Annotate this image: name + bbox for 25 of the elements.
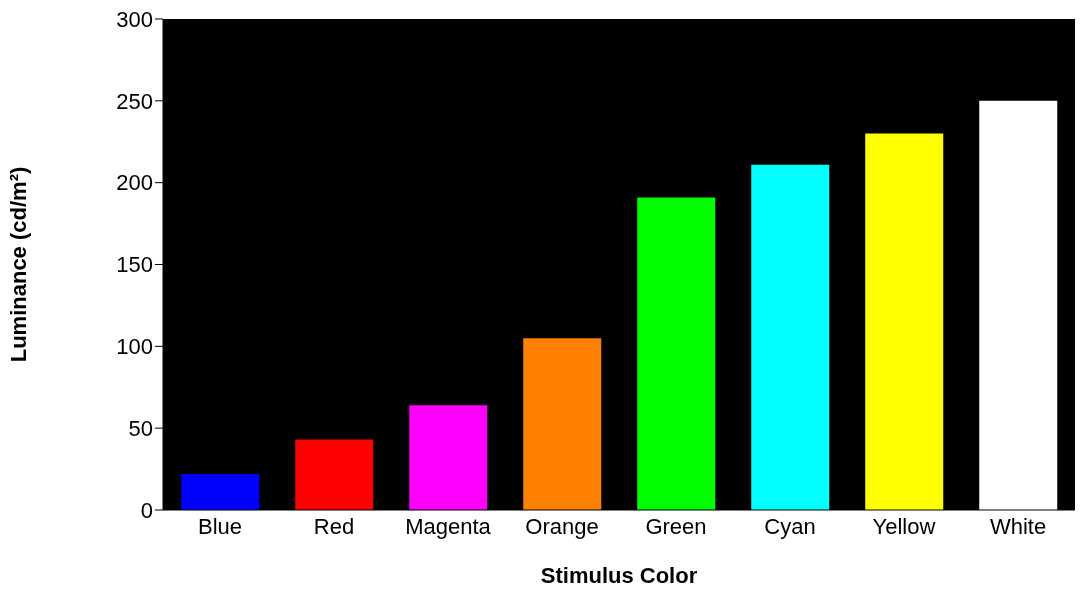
bar [865, 133, 944, 510]
x-tick-label: White [989, 513, 1047, 539]
y-tick-label: 0 [140, 497, 153, 523]
y-tick-label: 250 [116, 88, 153, 114]
x-tick-label: Green [645, 513, 707, 539]
bar [409, 405, 488, 510]
bar [181, 473, 260, 510]
bar [751, 164, 830, 510]
x-tick-label: Yellow [872, 513, 936, 539]
bar [523, 338, 602, 510]
bar [637, 197, 716, 510]
x-axis-title: Stimulus Color [540, 563, 698, 588]
y-tick-label: 200 [116, 170, 153, 196]
bar [295, 439, 374, 510]
x-tick-label: Orange [525, 513, 599, 539]
x-tick-label: Red [313, 513, 355, 539]
x-tick-label: Cyan [764, 513, 816, 539]
y-tick-label: 50 [128, 415, 153, 441]
y-tick-label: 300 [116, 6, 153, 32]
x-tick-label: Magenta [405, 513, 492, 539]
y-tick-label: 100 [116, 334, 153, 360]
x-tick-label: Blue [197, 513, 243, 539]
y-tick-label: 150 [116, 252, 153, 278]
bar [979, 100, 1058, 510]
y-axis-title: Luminance (cd/m²) [5, 166, 31, 363]
